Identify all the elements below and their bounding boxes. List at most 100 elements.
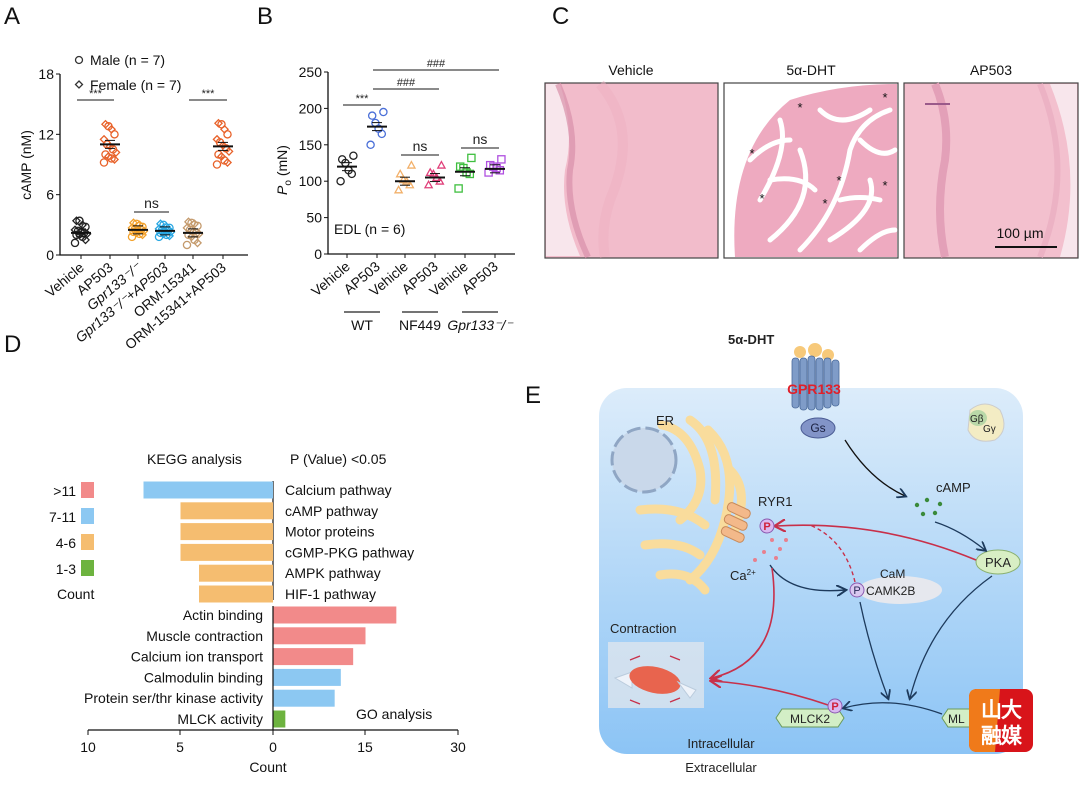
data-point <box>103 151 114 161</box>
pka-node <box>975 549 1021 575</box>
data-point <box>423 179 434 189</box>
significance-label: ### <box>427 58 446 70</box>
panel-a-chart: cAMP (nM) Male (n = 7) Female (n = 7) 0 6… <box>18 52 248 353</box>
legend-swatch <box>81 560 94 576</box>
go-label: Calmodulin binding <box>144 669 263 685</box>
g-beta-label: Gβ <box>970 414 984 425</box>
logo-text-top: 山大 <box>981 699 1022 722</box>
data-point <box>212 160 222 169</box>
panel-e-diagram: ER 5α-DHT GPR133 Gs Gβ Gγ cAMP <box>599 332 1033 775</box>
data-point <box>188 227 198 237</box>
gpr133-receptor-icon <box>791 343 840 411</box>
significance-label: *** <box>202 88 216 100</box>
legend-swatch <box>81 482 94 498</box>
data-point <box>73 226 83 236</box>
panel-b-chart: Po (mN) EDL (n = 6) 050100150200250Vehic… <box>274 58 515 333</box>
legend-swatch <box>81 534 94 550</box>
panel-c-histology: Vehicle 5α-DHT AP503 * * * * <box>544 62 1079 259</box>
y-axis-label: cAMP (nM) <box>18 130 34 200</box>
arrow-calcium-to-contraction <box>712 567 775 678</box>
arrow-camk2b-down <box>859 601 888 698</box>
kegg-label: cGMP-PKG pathway <box>285 544 414 560</box>
data-point <box>467 153 476 163</box>
kegg-label: Calcium pathway <box>285 482 392 498</box>
camk2b-complex <box>858 576 942 604</box>
asterisk: * <box>749 146 754 161</box>
data-point <box>182 223 192 233</box>
y-tick-label: 100 <box>299 173 323 189</box>
legend-title: Count <box>57 586 94 602</box>
data-point <box>398 174 409 184</box>
data-point <box>336 176 345 186</box>
logo-text-bottom: 融媒 <box>981 724 1023 748</box>
data-point <box>81 222 90 232</box>
data-point <box>218 140 228 150</box>
phospho-label: P <box>853 585 860 597</box>
data-point <box>192 238 203 248</box>
asterisk: * <box>882 90 887 105</box>
arrow-camp-to-pka <box>934 521 985 550</box>
kegg-bar <box>180 502 273 520</box>
image-title-vehicle: Vehicle <box>608 62 653 78</box>
data-point <box>367 111 377 120</box>
asterisk-markers: * * * * * * * <box>749 90 887 211</box>
phospho-ryr1: P <box>759 518 775 534</box>
ligand-label: 5α-DHT <box>728 332 774 347</box>
phospho-camk2b: P <box>849 582 865 598</box>
panel-label-e: E <box>525 382 541 409</box>
x-tick-label: 5 <box>176 739 184 755</box>
scale-bar-label: 100 µm <box>997 225 1044 241</box>
muscle-contraction-icon <box>608 642 704 708</box>
arrow-ml-to-mlck2 <box>844 703 943 715</box>
phospho-label: P <box>763 521 770 533</box>
significance-label: ns <box>144 195 159 211</box>
panel-label-c: C <box>552 3 569 30</box>
arrow-pka-down <box>910 575 993 698</box>
nucleus <box>610 426 678 494</box>
group-label: WT <box>351 317 373 333</box>
y-label-unit: (mN) <box>274 145 290 180</box>
group-label: Gpr133⁻/⁻ <box>447 317 514 333</box>
panel-d-chart: KEGG analysis P (Value) <0.05 GO analysi… <box>49 451 466 775</box>
go-bar <box>273 689 335 707</box>
kegg-bar <box>199 564 273 582</box>
data-point <box>455 162 465 171</box>
go-label: Muscle contraction <box>146 628 263 644</box>
y-label-symbol: P <box>274 185 290 195</box>
y-tick-label: 50 <box>306 210 322 226</box>
data-point <box>216 151 227 161</box>
watermark-logo: 山大 融媒 <box>969 689 1033 752</box>
data-point <box>104 122 113 131</box>
data-point <box>212 134 222 144</box>
panel-label-a: A <box>4 3 20 30</box>
go-bar <box>273 648 354 666</box>
image-title-dht: 5α-DHT <box>786 62 836 78</box>
intracellular-label: Intracellular <box>687 736 755 751</box>
camk2b-label: CAMK2B <box>866 584 915 598</box>
data-point <box>454 184 463 193</box>
data-point <box>155 219 166 229</box>
significance-label: ns <box>413 138 428 154</box>
y-label-subscript: o <box>283 180 294 186</box>
legend-label: >11 <box>53 483 76 499</box>
p-value-label: P (Value) <0.05 <box>290 451 387 467</box>
legend-label: 4-6 <box>56 535 76 551</box>
data-point <box>393 184 404 194</box>
legend: Male (n = 7) Female (n = 7) <box>74 52 181 93</box>
data-point <box>187 218 196 228</box>
data-point <box>132 219 141 229</box>
data-point <box>222 157 233 168</box>
histology-image-dht: * * * * * * * <box>723 82 899 259</box>
legend-swatch <box>81 508 94 524</box>
panel-label-b: B <box>257 3 273 30</box>
kegg-bar <box>199 585 273 603</box>
data-point <box>182 240 192 250</box>
data-point <box>75 216 84 226</box>
gs-label: Gs <box>810 421 825 435</box>
legend-label: 7-11 <box>49 509 76 525</box>
y-tick-label: 12 <box>38 126 54 142</box>
data-point <box>183 217 194 227</box>
data-point <box>70 238 80 248</box>
kegg-label: Motor proteins <box>285 524 374 540</box>
